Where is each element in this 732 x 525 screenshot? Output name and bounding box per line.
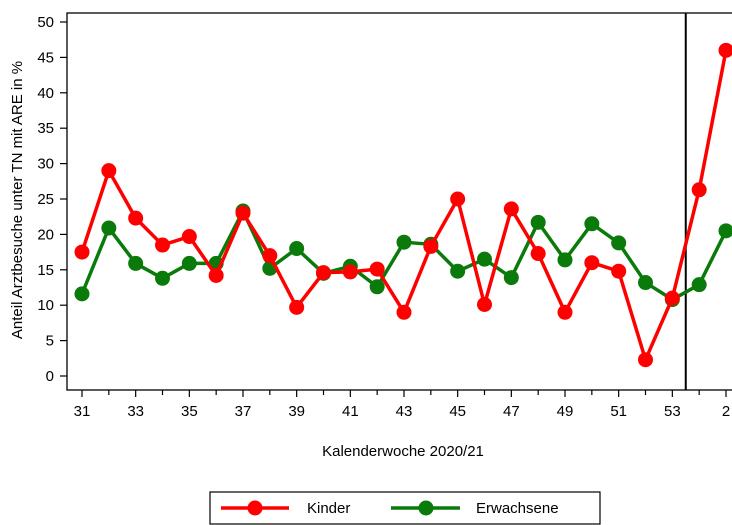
- x-tick-label: 49: [557, 403, 574, 420]
- data-point-erwachsene: [155, 270, 170, 286]
- y-tick-label: 15: [37, 262, 54, 279]
- data-point-erwachsene: [584, 216, 600, 232]
- x-tick-label: 2: [722, 403, 730, 420]
- data-point-kinder: [369, 261, 385, 277]
- legend: Kinder Erwachsene: [209, 491, 601, 525]
- y-axis-title: Anteil Arztbesuche unter TN mit ARE in %: [9, 61, 26, 339]
- data-point-erwachsene: [128, 255, 144, 271]
- data-point-erwachsene: [369, 279, 385, 295]
- y-tick-label: 0: [46, 368, 54, 385]
- x-tick-label: 31: [74, 403, 91, 420]
- legend-marker-kinder: [247, 500, 263, 516]
- x-tick-label: 43: [396, 403, 413, 420]
- data-point-kinder: [208, 267, 224, 283]
- y-tick-label: 35: [37, 120, 54, 137]
- data-point-kinder: [342, 264, 358, 280]
- x-tick-label: 37: [235, 403, 252, 420]
- data-point-kinder: [101, 163, 117, 179]
- legend-marker-erwachsene: [418, 500, 434, 516]
- data-point-kinder: [396, 304, 412, 320]
- x-tick-label: 47: [503, 403, 520, 420]
- y-tick-label: 25: [37, 191, 54, 208]
- data-point-kinder: [74, 244, 90, 260]
- data-point-erwachsene: [557, 252, 573, 268]
- data-point-kinder: [181, 229, 197, 245]
- data-point-erwachsene: [181, 255, 197, 271]
- data-point-kinder: [584, 255, 600, 271]
- data-point-erwachsene: [503, 270, 519, 286]
- x-tick-label: 45: [449, 403, 466, 420]
- plot-frame: [66, 12, 732, 391]
- y-tick-label: 50: [37, 14, 54, 31]
- data-point-kinder: [262, 248, 278, 264]
- data-point-kinder: [155, 237, 170, 253]
- x-tick-label: 51: [610, 403, 627, 420]
- data-point-kinder: [289, 299, 305, 315]
- data-point-erwachsene: [74, 286, 90, 302]
- data-point-erwachsene: [718, 223, 732, 239]
- data-point-kinder: [638, 352, 653, 368]
- data-point-kinder: [316, 265, 331, 281]
- data-point-erwachsene: [530, 214, 546, 230]
- data-point-kinder: [691, 182, 707, 198]
- data-point-erwachsene: [450, 263, 466, 279]
- legend-label-erwachsene: Erwachsene: [476, 500, 559, 517]
- y-tick-label: 20: [37, 226, 54, 243]
- data-point-kinder: [477, 296, 492, 312]
- y-tick-label: 10: [37, 297, 54, 314]
- x-tick-label: 33: [127, 403, 144, 420]
- data-point-kinder: [718, 42, 732, 58]
- data-point-erwachsene: [611, 235, 627, 251]
- x-tick-label: 35: [181, 403, 198, 420]
- x-tick-label: 41: [342, 403, 359, 420]
- data-point-kinder: [450, 191, 466, 207]
- data-point-kinder: [235, 205, 251, 221]
- y-tick-label: 30: [37, 156, 54, 173]
- data-point-kinder: [611, 263, 627, 279]
- data-point-erwachsene: [101, 220, 117, 236]
- data-point-kinder: [530, 246, 546, 262]
- data-point-kinder: [128, 210, 144, 226]
- y-tick-label: 5: [46, 333, 54, 350]
- data-point-erwachsene: [396, 234, 412, 250]
- plot-area: 0 5 10 15 20 25 30 35 40 45 50 31 33 35 37 39 41 43 45 47 49…: [37, 12, 732, 420]
- data-point-erwachsene: [289, 241, 305, 257]
- x-tick-label: 39: [288, 403, 305, 420]
- y-tick-label: 45: [37, 49, 54, 66]
- y-tick-label: 40: [37, 85, 54, 102]
- data-point-kinder: [423, 238, 439, 254]
- data-point-kinder: [503, 201, 519, 217]
- data-point-kinder: [557, 304, 573, 320]
- data-point-erwachsene: [477, 251, 492, 267]
- data-point-kinder: [664, 290, 680, 306]
- series-line-erwachsene: [80, 209, 728, 302]
- x-tick-label: 53: [664, 403, 681, 420]
- legend-label-kinder: Kinder: [307, 500, 350, 517]
- data-point-erwachsene: [691, 277, 707, 293]
- data-point-erwachsene: [638, 275, 653, 291]
- x-axis-title: Kalenderwoche 2020/21: [322, 443, 484, 460]
